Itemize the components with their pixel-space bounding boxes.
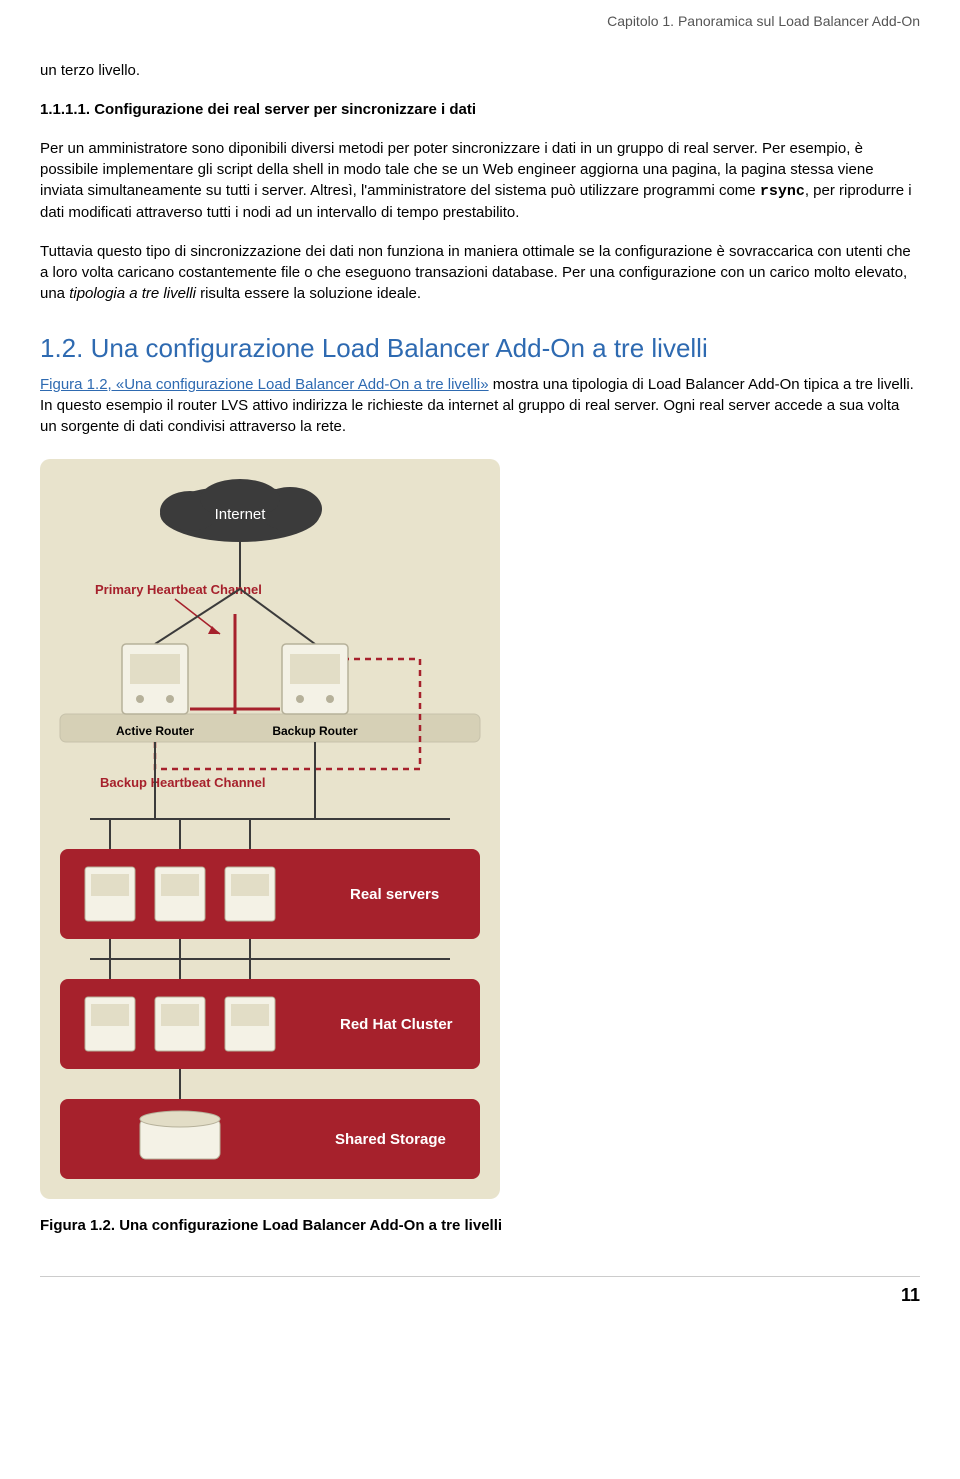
backup-router: Backup Router <box>272 644 358 738</box>
active-router: Active Router <box>116 644 194 738</box>
figure-link[interactable]: Figura 1.2, «Una configurazione Load Bal… <box>40 376 489 393</box>
section-1111-p1: Per un amministratore sono diponibili di… <box>40 138 920 223</box>
section-12-body: Figura 1.2, «Una configurazione Load Bal… <box>40 374 920 437</box>
internet-label: Internet <box>215 506 267 523</box>
p2-italic: tipologia a tre livelli <box>69 285 196 302</box>
cluster-band: Red Hat Cluster <box>60 979 480 1069</box>
section-1111-p2: Tuttavia questo tipo di sincronizzazione… <box>40 241 920 304</box>
backup-hb-label: Backup Heartbeat Channel <box>100 775 265 790</box>
active-router-label: Active Router <box>116 724 194 738</box>
section-12-heading: 1.2. Una configurazione Load Balancer Ad… <box>40 330 920 366</box>
storage-label: Shared Storage <box>335 1131 446 1148</box>
diagram-svg: Internet Primary Heartbeat Channel Activ… <box>40 459 500 1199</box>
real-servers-label: Real servers <box>350 886 439 903</box>
page-number: 11 <box>40 1283 920 1308</box>
section-title: Configurazione dei real server per sincr… <box>94 101 476 118</box>
chapter-header: Capitolo 1. Panoramica sul Load Balancer… <box>40 12 920 32</box>
figure-1-2: Internet Primary Heartbeat Channel Activ… <box>40 459 920 1199</box>
rsync-code: rsync <box>760 183 805 200</box>
storage-band: Shared Storage <box>60 1099 480 1179</box>
section-1111-title: 1.1.1.1. Configurazione dei real server … <box>40 99 920 120</box>
p2b: risulta essere la soluzione ideale. <box>196 285 421 302</box>
intro-line: un terzo livello. <box>40 60 920 81</box>
footer-rule <box>40 1276 920 1277</box>
cluster-label: Red Hat Cluster <box>340 1016 453 1033</box>
backup-router-label: Backup Router <box>272 724 358 738</box>
p1a: Per un amministratore sono diponibili di… <box>40 140 874 199</box>
figure-caption: Figura 1.2. Una configurazione Load Bala… <box>40 1215 920 1236</box>
primary-hb-label: Primary Heartbeat Channel <box>95 582 262 597</box>
section-num: 1.1.1.1. <box>40 101 90 118</box>
real-servers-band: Real servers <box>60 849 480 939</box>
